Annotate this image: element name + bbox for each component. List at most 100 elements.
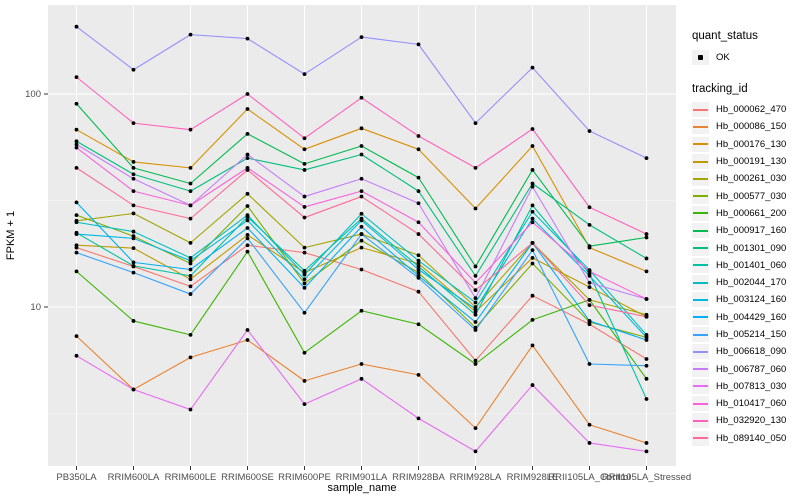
data-point	[359, 189, 364, 194]
data-point	[131, 159, 136, 164]
data-point	[530, 343, 535, 348]
legend-key-swatch	[692, 396, 709, 412]
data-point	[530, 248, 535, 252]
data-point	[188, 261, 193, 266]
data-point	[644, 335, 649, 340]
data-point	[131, 236, 136, 241]
data-point	[302, 268, 307, 273]
data-point	[530, 127, 535, 131]
data-point	[131, 260, 136, 265]
data-point	[131, 246, 136, 251]
data-point	[302, 281, 307, 286]
legend-item-Hb_010417_060: Hb_010417_060	[692, 395, 800, 412]
x-tick-label: RRIM600SE	[221, 472, 274, 483]
data-point	[587, 129, 592, 133]
data-point	[302, 378, 307, 383]
data-point	[644, 338, 649, 342]
data-point	[587, 273, 592, 278]
data-point	[359, 126, 364, 131]
x-tick-label: RRIM928LA	[450, 472, 502, 483]
data-point	[302, 161, 307, 166]
data-point	[530, 261, 535, 266]
data-point	[473, 426, 478, 431]
data-point	[359, 35, 364, 39]
data-point	[473, 264, 478, 269]
data-point	[473, 320, 478, 324]
data-point	[416, 147, 421, 152]
legend-item-label: Hb_001301_090	[716, 242, 787, 254]
legend-line-icon	[693, 195, 708, 198]
y-tick-label: 10	[30, 302, 41, 313]
legend-line-icon	[693, 212, 708, 215]
data-point	[587, 303, 592, 308]
data-point	[587, 319, 592, 323]
data-point	[530, 220, 535, 225]
x-tick-label: RRII105LA_Stressed	[602, 472, 691, 483]
legend-line-icon	[693, 108, 708, 111]
legend-item-Hb_089140_050: Hb_089140_050	[692, 430, 800, 447]
data-point	[473, 165, 478, 170]
legend-key-swatch	[692, 136, 709, 152]
legend-item-label: Hb_003124_160	[716, 294, 787, 306]
legend-item-Hb_006787_060: Hb_006787_060	[692, 360, 800, 377]
legend-item-label: Hb_000577_030	[716, 190, 787, 202]
data-point	[644, 376, 649, 381]
data-point	[245, 338, 250, 342]
data-point	[416, 267, 421, 272]
data-point	[74, 145, 79, 150]
legend-key-swatch	[692, 309, 709, 325]
data-point	[74, 165, 79, 170]
data-point	[188, 258, 193, 263]
legend-line-icon	[693, 247, 708, 250]
data-point	[530, 240, 535, 245]
data-point	[359, 218, 364, 223]
legend-key-swatch	[692, 344, 709, 360]
data-point	[416, 289, 421, 294]
x-tick-label: RRIM928LE	[507, 472, 559, 483]
x-tick-label: RRIM600PE	[278, 472, 331, 483]
data-point	[644, 232, 649, 236]
legend-key-swatch	[692, 171, 709, 187]
legend-item-Hb_004429_160: Hb_004429_160	[692, 309, 800, 326]
data-point	[245, 156, 250, 161]
legend-item-Hb_005214_150: Hb_005214_150	[692, 326, 800, 343]
data-point	[302, 272, 307, 277]
data-point	[473, 296, 478, 301]
data-point	[188, 165, 193, 170]
data-point	[188, 127, 193, 132]
data-point	[416, 275, 421, 280]
data-point	[416, 416, 421, 421]
data-point	[188, 292, 193, 296]
legend-line-icon	[693, 385, 708, 388]
data-point	[74, 101, 79, 106]
legend-key-swatch	[692, 119, 709, 135]
data-point	[245, 249, 250, 254]
legend-item-Hb_000577_030: Hb_000577_030	[692, 187, 800, 204]
data-point	[131, 67, 136, 72]
legend-line-icon	[693, 125, 708, 128]
data-point	[74, 213, 79, 218]
data-point	[359, 245, 364, 250]
data-point	[188, 407, 193, 412]
data-point	[245, 191, 250, 196]
legend-line-icon	[693, 160, 708, 163]
data-point	[473, 280, 478, 285]
data-point	[74, 200, 79, 205]
data-point	[587, 244, 592, 249]
legend-line-icon	[693, 298, 708, 301]
data-point	[359, 176, 364, 181]
data-point	[587, 285, 592, 290]
data-point	[188, 273, 193, 278]
legend-key-swatch	[692, 223, 709, 239]
data-point	[473, 309, 478, 314]
y-tick-label: 100	[25, 89, 41, 100]
data-point	[74, 232, 79, 236]
data-point	[530, 203, 535, 208]
data-point	[131, 121, 136, 126]
data-point	[131, 211, 136, 216]
legend-item-label: Hb_000176_130	[716, 138, 787, 150]
legend-item-label: Hb_000086_150	[716, 121, 787, 133]
data-point	[473, 273, 478, 278]
legend-key-swatch	[692, 257, 709, 273]
